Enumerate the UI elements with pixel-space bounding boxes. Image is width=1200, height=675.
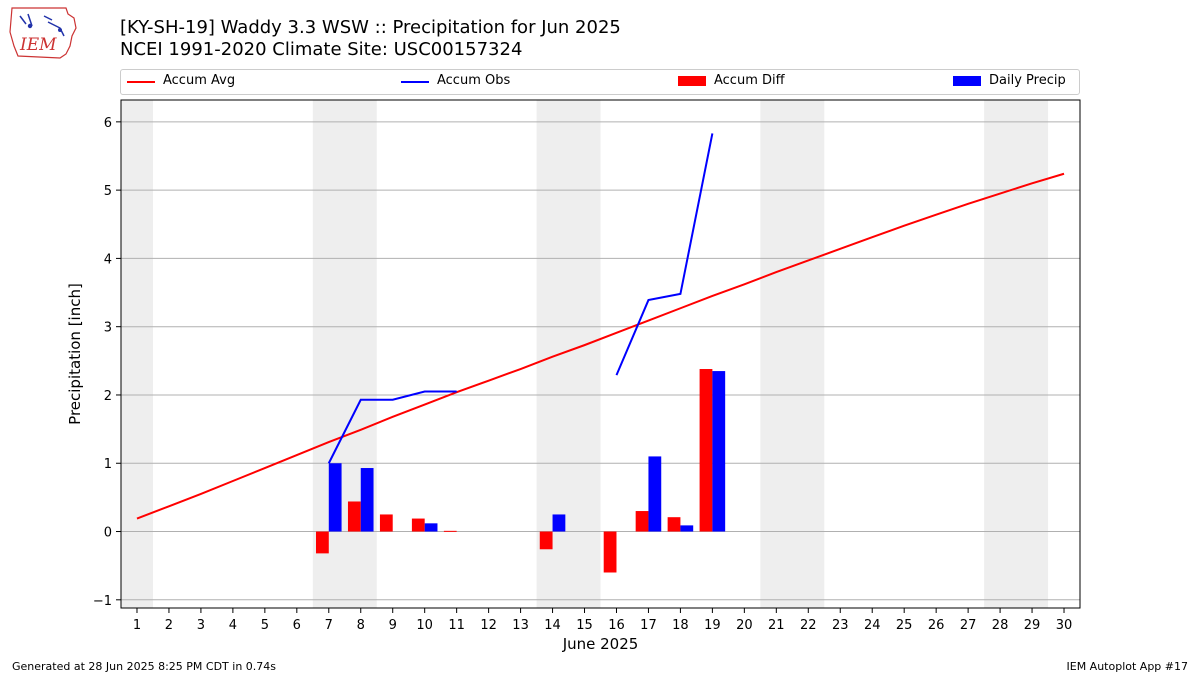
weekend-shade [536,100,601,608]
daily-precip-bar [712,371,726,532]
x-tick-label: 30 [1056,618,1073,633]
x-tick-label: 29 [1024,618,1041,633]
x-tick-label: 16 [608,618,625,633]
x-ticks: 1 2 3 4 5 6 7 8 9 10 11 12 13 14 15 16 17 18 19 20 21 22 23 24 2… [133,608,1072,633]
accum-obs-line [327,390,457,464]
legend-label-accum-avg: Accum Avg [163,73,236,88]
x-tick-label: 2 [165,618,173,633]
x-tick-label: 28 [992,618,1009,633]
x-tick-label: 7 [325,618,333,633]
x-tick-label: 24 [864,618,881,633]
daily-precip-bar [552,514,566,532]
gridlines [121,121,1080,601]
daily-precip-bar [360,468,374,532]
bars [315,369,726,573]
accum-avg-line [136,172,1065,520]
weekend-shade [984,100,1049,608]
x-tick-label: 8 [357,618,365,633]
accum-diff-bar [603,531,617,573]
x-tick-label: 23 [832,618,849,633]
weekend-shade [121,100,153,608]
plot-frame [120,99,1081,609]
x-tick-label: 21 [768,618,785,633]
x-tick-label: 26 [928,618,945,633]
generated-timestamp: Generated at 28 Jun 2025 8:25 PM CDT in … [12,660,277,673]
accum-diff-bar [347,501,361,532]
x-tick-label: 18 [672,618,689,633]
x-tick-label: 22 [800,618,817,633]
x-tick-label: 3 [197,618,205,633]
accum-diff-bar [539,531,553,550]
iem-logo: IEM [9,7,77,59]
legend-label-accum-diff: Accum Diff [714,73,785,88]
accum-diff-bar [379,514,393,532]
x-tick-label: 19 [704,618,721,633]
x-tick-label: 5 [261,618,269,633]
x-tick-label: 13 [512,618,529,633]
accum-diff-bar [315,531,329,554]
x-tick-label: 15 [576,618,593,633]
x-tick-label: 17 [640,618,657,633]
y-tick-label: 5 [104,184,112,199]
chart-subtitle: NCEI 1991-2020 Climate Site: USC00157324 [120,39,523,60]
x-tick-label: 20 [736,618,753,633]
y-ticks: −1 0 1 2 3 4 5 6 [93,116,121,609]
legend-swatch-accum-avg [127,81,155,83]
x-tick-label: 10 [416,618,433,633]
daily-precip-bar [648,456,662,532]
y-tick-label: 3 [104,321,112,336]
legend-label-daily-precip: Daily Precip [989,73,1066,88]
x-tick-label: 14 [544,618,561,633]
y-tick-label: 1 [104,457,112,472]
legend-swatch-accum-diff [678,76,706,86]
legend-swatch-accum-obs [401,81,429,83]
x-tick-label: 4 [229,618,237,633]
x-tick-label: 6 [293,618,301,633]
legend-swatch-daily-precip [953,76,981,86]
weekend-shade [760,100,825,608]
daily-precip-bar [328,463,342,532]
y-tick-label: −1 [93,594,112,609]
x-tick-label: 25 [896,618,913,633]
daily-precip-bar [680,525,694,532]
legend: Accum Avg Accum Obs Accum Diff Daily Pre… [120,69,1080,95]
y-tick-label: 2 [104,389,112,404]
y-tick-label: 6 [104,116,112,131]
x-tick-label: 1 [133,618,141,633]
x-tick-label: 9 [389,618,397,633]
accum-diff-bar [635,511,649,532]
accum-obs-line [615,133,714,376]
x-tick-label: 12 [480,618,497,633]
accum-diff-bar [667,517,681,532]
y-axis-label: Precipitation [inch] [66,283,84,425]
app-credit: IEM Autoplot App #17 [1066,660,1189,673]
accum-diff-bar [411,518,425,532]
logo-text: IEM [19,35,57,55]
x-axis-label: June 2025 [562,635,639,653]
legend-label-accum-obs: Accum Obs [437,73,511,88]
x-tick-label: 11 [448,618,465,633]
lines [136,133,1065,520]
accum-diff-bar [443,530,457,532]
chart-title: [KY-SH-19] Waddy 3.3 WSW :: Precipitatio… [120,17,621,38]
x-tick-label: 27 [960,618,977,633]
accum-diff-bar [699,369,713,532]
y-tick-label: 4 [104,252,112,267]
daily-precip-bar [424,523,438,532]
y-tick-label: 0 [104,526,112,541]
